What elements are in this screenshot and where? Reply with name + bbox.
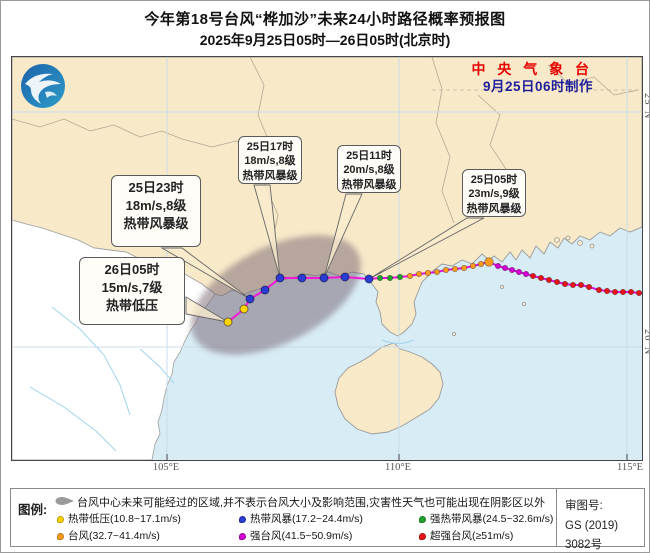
agency-stamp: 中 央 气 象 台 9月25日06时制作 [471,61,593,95]
lon-label-105e: 105°E [152,462,180,473]
sts-marker-icon [419,516,426,523]
agency-name: 中 央 气 象 台 [471,61,593,77]
legend-item-sty: 强台风(41.5~50.9m/s) [239,528,352,543]
callout-25d05h: 25日05时 23m/s,9级 热带风暴级 [462,169,526,217]
legend-title: 图例: [18,503,48,517]
legend-item-superty: 超强台风(≥51m/s) [419,528,513,543]
td-marker-icon [57,516,64,523]
probability-area-icon [55,497,74,505]
axis-ticks [166,454,628,460]
map-license: 审图号: GS (2019) 3082号 [565,500,619,552]
rivers [29,306,415,452]
issue-time: 9月25日06时制作 [482,78,593,94]
islets [451,235,595,336]
legend-note: 台风中心未来可能经过的区域,并不表示台风大小及影响范围,灾害性天气也可能出现在阴… [77,497,546,509]
lat-label-20n: 20°N [642,329,650,356]
legend-panel: 图例: 台风中心未来可能经过的区域,并不表示台风大小及影响范围,灾害性天气也可能… [10,488,645,551]
superty-marker-icon [419,533,426,540]
ty-marker-icon [57,533,64,540]
legend-item-ty: 台风(32.7~41.4m/s) [57,528,160,543]
hainan-island [334,342,444,435]
legend-item-td: 热带低压(10.8~17.1m/s) [57,511,181,526]
page-title: 今年第18号台风“桦加沙”未来24小时路径概率预报图 [144,11,506,28]
lon-label-110e: 110°E [385,462,411,473]
lon-label-115e: 115°E [617,462,643,473]
cma-logo [21,64,65,108]
lat-label-25n: 25°N [642,93,650,120]
page-subtitle: 2025年9月25日05时—26日05时(北京时) [199,32,451,48]
callout-25d11h: 25日11时 20m/s,8级 热带风暴级 [337,145,401,193]
track-line-forecast [227,275,381,323]
probability-area [191,235,361,355]
track-points [223,257,642,327]
legend-item-sts: 强热带风暴(24.5~32.6m/s) [419,511,553,526]
legend-item-ts: 热带风暴(17.2~24.4m/s) [239,511,363,526]
ts-marker-icon [239,516,246,523]
sty-marker-icon [239,533,246,540]
callout-25d17h: 25日17时 18m/s,8级 热带风暴级 [238,136,302,184]
callout-26d05h: 26日05时 15m/s,7级 热带低压 [79,257,185,325]
legend-divider [556,489,557,546]
callout-25d23h: 25日23时 18m/s,8级 热带风暴级 [111,175,201,247]
